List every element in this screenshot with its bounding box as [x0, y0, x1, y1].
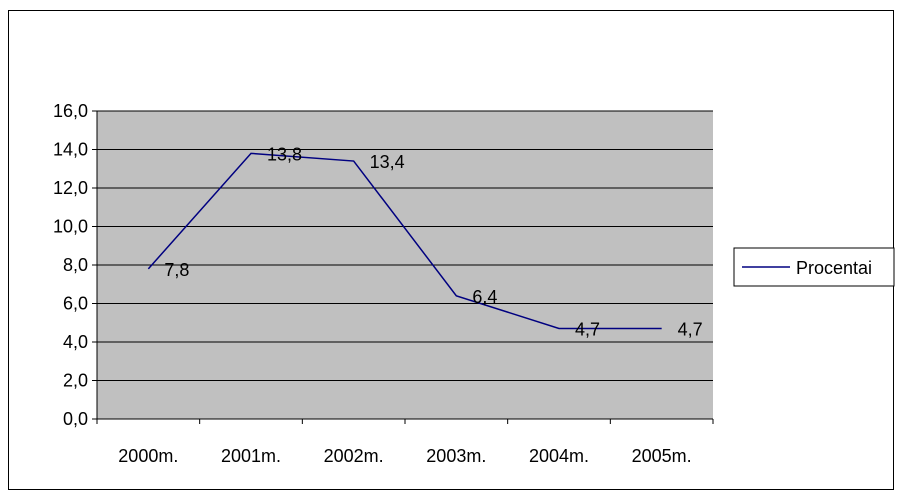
y-tick-label: 12,0 [53, 178, 88, 198]
y-tick-label: 2,0 [63, 371, 88, 391]
legend-label: Procentai [796, 258, 872, 278]
series-line-procentai [147, 152, 662, 330]
x-axis-ticks: 2000m. 2001m. 2002m. 2003m. 2004m. 2005m. [96, 419, 714, 466]
data-label: 13,8 [267, 144, 302, 164]
x-tick-label: 2001m. [221, 446, 281, 466]
y-tick-label: 8,0 [63, 255, 88, 275]
data-label: 4,7 [678, 320, 703, 340]
y-tick-label: 16,0 [53, 101, 88, 121]
data-label: 7,8 [164, 260, 189, 280]
data-label: 13,4 [370, 152, 405, 172]
gridlines [97, 110, 713, 381]
x-tick-label: 2004m. [529, 446, 589, 466]
x-tick-label: 2000m. [118, 446, 178, 466]
y-tick-label: 6,0 [63, 294, 88, 314]
y-tick-label: 14,0 [53, 140, 88, 160]
x-tick-label: 2003m. [426, 446, 486, 466]
data-label: 4,7 [575, 320, 600, 340]
x-tick-label: 2005m. [632, 446, 692, 466]
y-tick-label: 0,0 [63, 409, 88, 429]
data-labels: 7,8 13,8 13,4 6,4 4,7 4,7 [164, 144, 702, 339]
y-tick-label: 4,0 [63, 332, 88, 352]
data-label: 6,4 [472, 287, 497, 307]
x-tick-label: 2002m. [324, 446, 384, 466]
legend: Procentai [733, 247, 895, 287]
y-tick-label: 10,0 [53, 217, 88, 237]
y-axis-ticks: 0,0 2,0 4,0 6,0 8,0 10,0 12,0 14,0 16,0 [53, 101, 97, 429]
